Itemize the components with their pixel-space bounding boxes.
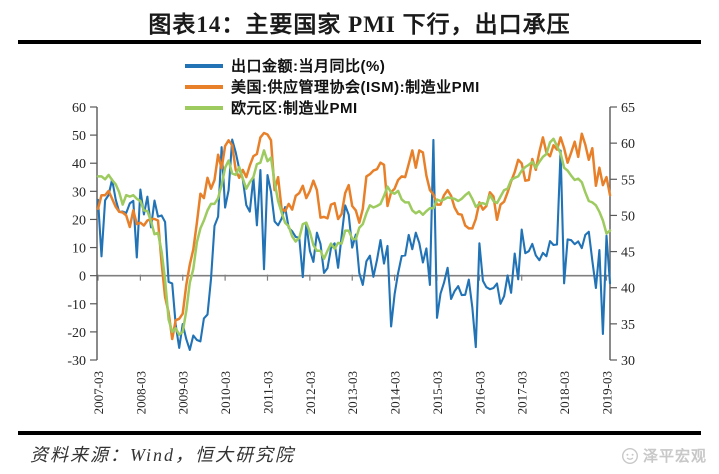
- x-axis-tick-label: 2017-03: [515, 371, 530, 414]
- left-axis-tick-label: 10: [72, 242, 86, 257]
- legend-swatch-us-ism-line: [185, 84, 223, 89]
- source-note: 资料来源：Wind，恒大研究院: [30, 445, 296, 465]
- right-axis-tick-label: 65: [621, 101, 635, 116]
- x-axis-tick-label: 2013-03: [345, 371, 360, 414]
- zeping-macro-logo-icon: [621, 447, 639, 465]
- right-axis-tick-label: 45: [621, 246, 635, 261]
- legend-item-eurozone-pmi: 欧元区:制造业PMI: [185, 97, 480, 118]
- left-axis-tick-label: 20: [72, 213, 86, 228]
- left-axis-tick-label: -10: [67, 298, 86, 313]
- right-axis-tick-label: 55: [621, 173, 635, 188]
- x-axis-tick-label: 2018-03: [557, 371, 572, 414]
- left-axis-tick-label: -20: [67, 326, 86, 341]
- top-divider-rule: [18, 40, 701, 44]
- series-line-1: [96, 131, 612, 341]
- chart-title: 图表14：主要国家 PMI 下行，出口承压: [148, 12, 571, 37]
- x-axis-tick-label: 2007-03: [91, 371, 106, 414]
- right-axis-tick-label: 60: [621, 137, 635, 152]
- x-axis-tick-label: 2016-03: [472, 371, 487, 414]
- x-axis-tick-label: 2008-03: [133, 371, 148, 414]
- left-axis-tick-label: 0: [79, 270, 86, 285]
- x-axis-tick-label: 2009-03: [176, 371, 191, 414]
- legend-label-eurozone: 欧元区:制造业PMI: [231, 100, 358, 117]
- series-line-0: [96, 138, 612, 351]
- right-axis-tick-label: 50: [621, 209, 635, 224]
- x-axis-tick-label: 2019-03: [599, 371, 614, 414]
- watermark-label: 泽平宏观: [642, 448, 707, 465]
- legend-swatch-export-line: [185, 63, 223, 68]
- legend-label-export: 出口金额:当月同比(%): [231, 58, 386, 75]
- right-axis-tick-label: 30: [621, 354, 635, 369]
- x-axis-tick-label: 2014-03: [388, 371, 403, 414]
- left-axis-tick-label: 30: [72, 185, 86, 200]
- x-axis-tick-label: 2012-03: [303, 371, 318, 414]
- legend-item-us-ism-pmi: 美国:供应管理协会(ISM):制造业PMI: [185, 76, 480, 97]
- x-axis-tick-label: 2011-03: [260, 371, 275, 414]
- series-line-2: [96, 137, 612, 336]
- watermark: 泽平宏观: [621, 445, 707, 466]
- x-axis-tick-label: 2010-03: [218, 371, 233, 414]
- left-axis-tick-label: 50: [72, 129, 86, 144]
- bottom-divider-rule: [18, 431, 701, 435]
- right-axis-tick-label: 40: [621, 282, 635, 297]
- legend-swatch-eurozone-line: [185, 105, 223, 110]
- chart-legend: 出口金额:当月同比(%) 美国:供应管理协会(ISM):制造业PMI 欧元区:制…: [185, 55, 480, 118]
- legend-item-export: 出口金额:当月同比(%): [185, 55, 480, 76]
- left-axis-tick-label: 60: [72, 101, 86, 116]
- right-axis-tick-label: 35: [621, 318, 635, 333]
- left-axis-tick-label: 40: [72, 157, 86, 172]
- left-axis-tick-label: -30: [67, 354, 86, 369]
- legend-label-us-ism: 美国:供应管理协会(ISM):制造业PMI: [231, 79, 480, 96]
- x-axis-tick-label: 2015-03: [430, 371, 445, 414]
